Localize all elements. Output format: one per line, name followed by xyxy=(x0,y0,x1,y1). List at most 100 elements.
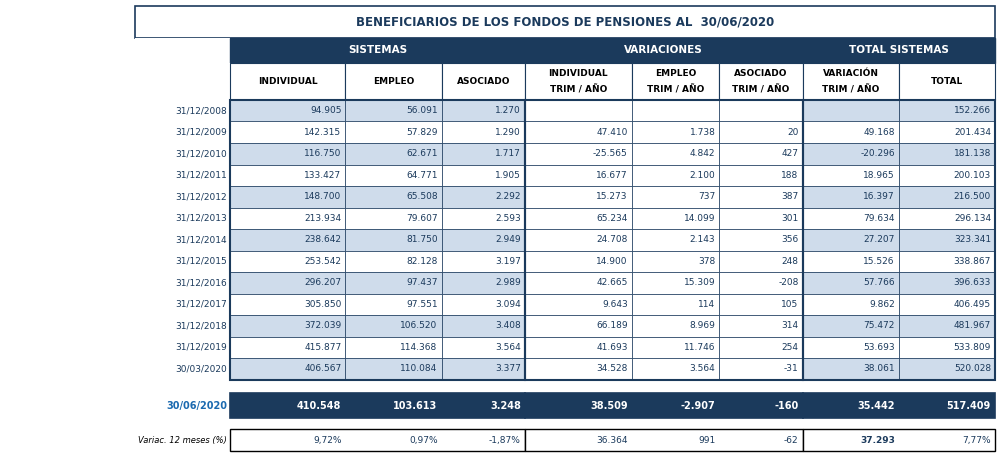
Text: 323.341: 323.341 xyxy=(954,236,991,244)
Bar xyxy=(525,430,803,451)
Text: 65.508: 65.508 xyxy=(406,192,438,201)
Text: 27.207: 27.207 xyxy=(864,236,895,244)
Text: 737: 737 xyxy=(698,192,715,201)
Bar xyxy=(442,315,525,337)
Text: 37.293: 37.293 xyxy=(860,436,895,445)
Text: 110.084: 110.084 xyxy=(401,365,438,374)
Text: 47.410: 47.410 xyxy=(596,128,627,137)
Bar xyxy=(525,393,803,418)
Text: EMPLEO: EMPLEO xyxy=(373,77,414,86)
Bar xyxy=(899,208,995,229)
Text: -31: -31 xyxy=(784,365,799,374)
Text: 181.138: 181.138 xyxy=(954,149,991,158)
Bar xyxy=(719,208,803,229)
Text: 152.266: 152.266 xyxy=(954,106,991,115)
Text: 991: 991 xyxy=(698,436,715,445)
Text: 3.377: 3.377 xyxy=(495,365,521,374)
Bar xyxy=(899,358,995,380)
Text: 31/12/2014: 31/12/2014 xyxy=(175,236,227,244)
Text: VARIACIÓN: VARIACIÓN xyxy=(823,69,879,78)
Bar xyxy=(803,229,899,251)
Text: 15.526: 15.526 xyxy=(864,257,895,266)
Text: TRIM / AÑO: TRIM / AÑO xyxy=(732,85,790,94)
Text: ASOCIADO: ASOCIADO xyxy=(457,77,510,86)
Text: 3.094: 3.094 xyxy=(495,300,521,309)
Text: 56.091: 56.091 xyxy=(406,106,438,115)
Text: 238.642: 238.642 xyxy=(305,236,342,244)
Text: 248: 248 xyxy=(782,257,799,266)
Text: 31/12/2013: 31/12/2013 xyxy=(175,214,227,223)
Text: 31/12/2008: 31/12/2008 xyxy=(175,106,227,115)
Text: -62: -62 xyxy=(784,436,799,445)
Text: 2.949: 2.949 xyxy=(495,236,521,244)
Text: 410.548: 410.548 xyxy=(297,401,342,411)
Text: 15.273: 15.273 xyxy=(596,192,627,201)
Text: 20: 20 xyxy=(788,128,799,137)
Bar xyxy=(230,100,346,122)
Bar xyxy=(230,38,525,63)
Text: TRIM / AÑO: TRIM / AÑO xyxy=(647,85,704,94)
Bar xyxy=(346,164,442,186)
Text: 338.867: 338.867 xyxy=(954,257,991,266)
Text: 31/12/2019: 31/12/2019 xyxy=(175,343,227,352)
Bar xyxy=(631,315,719,337)
Bar xyxy=(230,272,346,293)
Text: 31/12/2010: 31/12/2010 xyxy=(175,149,227,158)
Bar xyxy=(899,293,995,315)
Text: 378: 378 xyxy=(698,257,715,266)
Text: 200.103: 200.103 xyxy=(954,171,991,180)
Text: TOTAL: TOTAL xyxy=(931,77,963,86)
Bar xyxy=(719,164,803,186)
Text: BENEFICIARIOS DE LOS FONDOS DE PENSIONES AL  30/06/2020: BENEFICIARIOS DE LOS FONDOS DE PENSIONES… xyxy=(356,16,775,28)
Text: 106.520: 106.520 xyxy=(401,321,438,330)
Text: 62.671: 62.671 xyxy=(406,149,438,158)
Text: ASOCIADO: ASOCIADO xyxy=(734,69,788,78)
Bar xyxy=(230,358,346,380)
Bar xyxy=(230,143,346,164)
Text: 1.717: 1.717 xyxy=(495,149,521,158)
Text: -25.565: -25.565 xyxy=(593,149,627,158)
Bar xyxy=(346,100,442,122)
Text: 296.134: 296.134 xyxy=(954,214,991,223)
Text: 79.607: 79.607 xyxy=(406,214,438,223)
Bar xyxy=(230,293,346,315)
Bar xyxy=(719,272,803,293)
Bar xyxy=(899,143,995,164)
Text: 41.693: 41.693 xyxy=(596,343,627,352)
Text: 481.967: 481.967 xyxy=(954,321,991,330)
Text: 11.746: 11.746 xyxy=(683,343,715,352)
Bar xyxy=(346,229,442,251)
Text: 1.738: 1.738 xyxy=(689,128,715,137)
Text: 34.528: 34.528 xyxy=(596,365,627,374)
Bar xyxy=(346,315,442,337)
Text: INDIVIDUAL: INDIVIDUAL xyxy=(258,77,318,86)
Text: 213.934: 213.934 xyxy=(305,214,342,223)
Text: 188: 188 xyxy=(782,171,799,180)
Bar xyxy=(803,358,899,380)
Text: Variac. 12 meses (%): Variac. 12 meses (%) xyxy=(138,436,227,445)
Bar xyxy=(525,251,631,272)
Text: 9.643: 9.643 xyxy=(602,300,627,309)
Text: 3.564: 3.564 xyxy=(689,365,715,374)
Bar xyxy=(230,208,346,229)
Bar xyxy=(899,272,995,293)
Text: 7,77%: 7,77% xyxy=(962,436,991,445)
Bar xyxy=(525,63,631,100)
Text: 49.168: 49.168 xyxy=(864,128,895,137)
Bar xyxy=(631,251,719,272)
Bar xyxy=(719,186,803,208)
Bar xyxy=(899,337,995,358)
Bar xyxy=(525,122,631,143)
Text: 114.368: 114.368 xyxy=(401,343,438,352)
Text: 14.900: 14.900 xyxy=(596,257,627,266)
Bar xyxy=(803,122,899,143)
Text: 9,72%: 9,72% xyxy=(313,436,342,445)
Bar xyxy=(442,229,525,251)
Text: 415.877: 415.877 xyxy=(305,343,342,352)
Bar xyxy=(442,164,525,186)
Bar xyxy=(442,122,525,143)
Bar xyxy=(442,208,525,229)
Bar xyxy=(631,143,719,164)
Text: 24.708: 24.708 xyxy=(596,236,627,244)
Text: 15.309: 15.309 xyxy=(683,278,715,287)
